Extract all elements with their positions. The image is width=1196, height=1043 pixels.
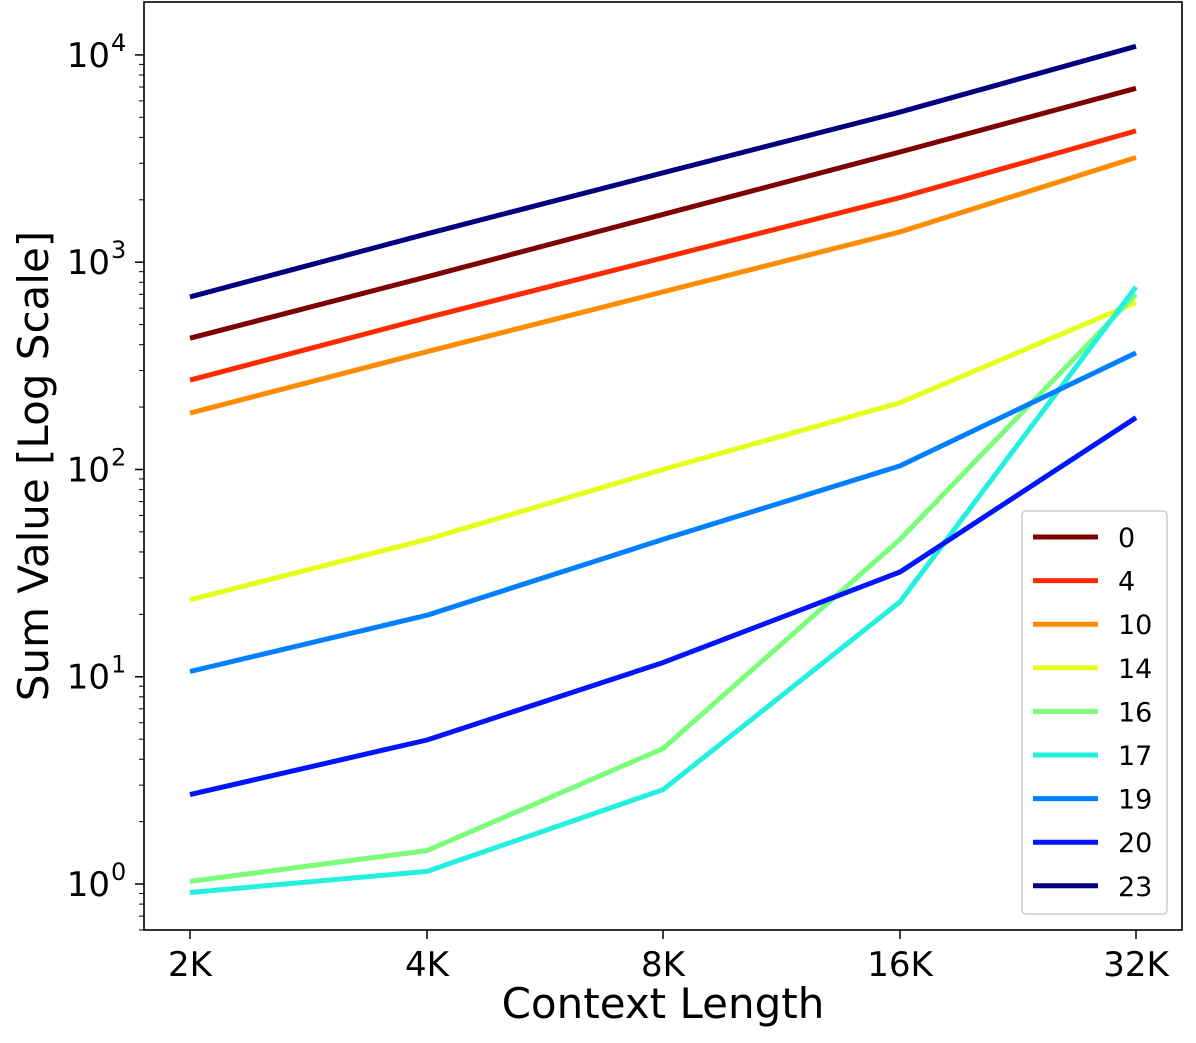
legend-label: 16	[1118, 697, 1152, 728]
legend-label: 23	[1118, 872, 1152, 903]
y-tick-exponent: 3	[111, 236, 126, 264]
y-tick-label: 10	[67, 450, 110, 490]
x-axis-ticks: 2K 4K 8K 16K 32K	[168, 930, 1170, 985]
series-line-20	[189, 415, 1138, 798]
y-tick-label: 10	[67, 243, 110, 283]
x-tick-label: 16K	[867, 945, 934, 985]
legend-label: 4	[1118, 567, 1135, 598]
y-tick-label: 10	[67, 865, 110, 905]
y-tick-exponent: 0	[111, 858, 126, 886]
series-line-4	[189, 128, 1137, 383]
legend: 0 4 10 14 16 17 19 20 23	[1021, 510, 1168, 915]
series-line-0	[189, 85, 1137, 341]
legend-label: 19	[1118, 785, 1152, 816]
x-tick-label: 8K	[641, 945, 687, 985]
legend-label: 14	[1118, 654, 1152, 685]
legend-label: 10	[1118, 610, 1152, 641]
legend-items: 0 4 10 14 16 17 19 20 23	[1033, 523, 1152, 903]
x-tick-label: 2K	[168, 945, 214, 985]
series-line-14	[189, 300, 1137, 603]
plot-frame	[143, 1, 1183, 931]
y-tick-exponent: 2	[111, 443, 126, 471]
series-lines	[189, 43, 1139, 895]
y-tick-exponent: 1	[111, 651, 126, 679]
series-line-17	[189, 285, 1139, 895]
x-axis-label: Context Length	[502, 979, 825, 1028]
legend-label: 20	[1118, 828, 1152, 859]
y-tick-exponent: 4	[111, 29, 126, 57]
x-tick-label: 4K	[405, 945, 451, 985]
legend-label: 0	[1118, 523, 1135, 554]
series-line-16	[189, 292, 1138, 884]
series-line-10	[189, 155, 1137, 416]
series-line-19	[189, 350, 1138, 674]
y-axis-label: Sum Value [Log Scale]	[9, 231, 58, 701]
x-tick-label: 32K	[1103, 945, 1170, 985]
y-tick-label: 10	[67, 658, 110, 698]
y-tick-label: 10	[67, 36, 110, 76]
legend-label: 17	[1118, 741, 1152, 772]
series-line-23	[189, 43, 1137, 300]
